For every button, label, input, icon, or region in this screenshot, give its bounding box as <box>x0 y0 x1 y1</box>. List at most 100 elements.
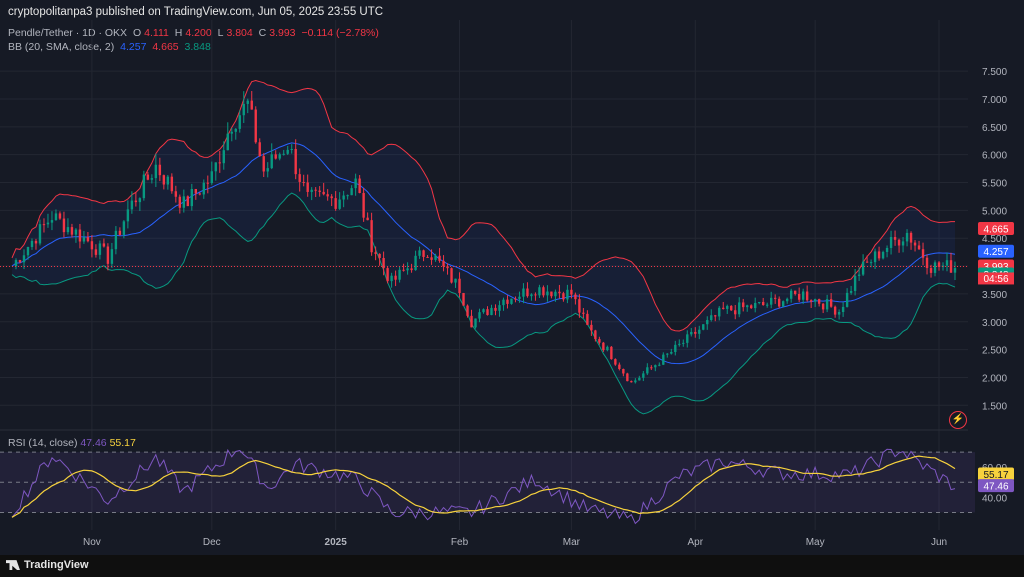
candle-body <box>110 249 114 264</box>
candle-body <box>658 364 661 366</box>
candle-body <box>210 171 213 184</box>
candle-body <box>514 298 517 300</box>
candle-body <box>278 154 281 159</box>
candle-body <box>538 287 541 296</box>
candle-body <box>714 315 717 317</box>
candle-body <box>606 346 609 351</box>
candle-body <box>58 213 62 219</box>
candle-body <box>809 300 813 302</box>
candle-body <box>933 262 937 273</box>
candle-body <box>390 275 393 282</box>
candle-body <box>450 268 453 283</box>
candle-body <box>542 287 545 296</box>
candle-body <box>769 297 773 305</box>
candle-body <box>54 213 58 221</box>
candle-body <box>50 220 54 223</box>
time-tick-label: Mar <box>563 537 581 548</box>
candle-body <box>434 255 437 260</box>
rsi-label[interactable]: RSI (14, close) <box>8 437 78 449</box>
candle-body <box>909 232 913 243</box>
candle-body <box>378 253 381 259</box>
candle-body <box>945 260 949 266</box>
lightning-icon[interactable]: ⚡ <box>949 411 967 429</box>
candle-body <box>726 305 729 309</box>
candle-body <box>182 196 186 208</box>
candle-body <box>290 148 293 150</box>
candle-body <box>234 128 237 132</box>
candle-body <box>422 250 425 257</box>
candle-body <box>642 373 645 378</box>
candle-body <box>582 312 585 314</box>
candle-body <box>14 260 18 267</box>
candle-body <box>773 297 777 299</box>
candle-body <box>829 299 833 307</box>
time-tick-label: Feb <box>451 537 469 548</box>
candle-body <box>146 174 150 180</box>
candle-body <box>678 343 681 345</box>
candle-body <box>170 176 174 192</box>
countdown-label: 04:56 <box>983 274 1008 285</box>
candle-body <box>889 237 893 248</box>
rsi-legend: RSI (14, close) 47.46 55.17 <box>8 437 136 449</box>
candle-body <box>925 257 929 269</box>
publish-header: cryptopolitanpa3 published on TradingVie… <box>8 6 384 18</box>
candle-body <box>805 291 809 301</box>
candle-body <box>566 289 569 300</box>
candle-body <box>414 255 417 271</box>
candle-body <box>374 252 377 254</box>
candle-body <box>710 315 713 321</box>
candle-body <box>454 278 457 283</box>
candle-body <box>674 344 677 352</box>
candle-body <box>102 243 106 247</box>
candle-body <box>298 174 301 182</box>
candle-body <box>785 298 789 302</box>
candle-body <box>953 268 957 273</box>
candle-body <box>766 304 769 306</box>
bb-legend: BB (20, SMA, close, 2) 4.257 4.665 3.848 <box>8 41 214 53</box>
candle-body <box>306 182 309 192</box>
bb-basis-value: 4.257 <box>120 41 147 53</box>
candle-body <box>242 103 245 116</box>
price-chart[interactable]: 7.5007.0006.5006.0005.5005.0004.5004.000… <box>0 0 1024 555</box>
candle-body <box>34 240 38 244</box>
candle-body <box>634 380 637 383</box>
price-tick-label: 6.500 <box>982 123 1007 134</box>
time-tick-label: Dec <box>203 537 221 548</box>
bb-band-fill <box>12 80 955 414</box>
candle-body <box>622 368 625 374</box>
close-value: 3.993 <box>269 27 296 39</box>
candle-body <box>777 298 781 307</box>
rsi-line <box>11 448 956 525</box>
candle-body <box>470 315 473 328</box>
bb-label[interactable]: BB (20, SMA, close, 2) <box>8 41 115 53</box>
candle-body <box>282 153 285 155</box>
candle-body <box>286 149 289 154</box>
candle-body <box>162 175 166 185</box>
candle-body <box>354 178 357 189</box>
rsi-ma-axis-label-bg <box>978 467 1014 481</box>
time-tick-label: 2025 <box>325 537 348 548</box>
countdown-bg <box>978 272 1014 285</box>
symbol-name[interactable]: Pendle/Tether · 1D · OKX <box>8 27 128 39</box>
candle-body <box>122 221 126 235</box>
candle-body <box>893 237 897 240</box>
candle-body <box>518 296 521 299</box>
candle-body <box>218 162 221 164</box>
candle-body <box>274 154 277 159</box>
candle-body <box>630 381 633 383</box>
tradingview-logo[interactable]: TradingView <box>6 559 89 571</box>
bb-lower-line <box>11 192 956 415</box>
candle-body <box>690 331 693 335</box>
candle-body <box>758 301 761 303</box>
candle-body <box>554 291 557 297</box>
candle-body <box>178 196 182 208</box>
candle-body <box>921 249 925 258</box>
bb-basis-price-label: 4.257 <box>983 247 1008 258</box>
candle-body <box>426 256 429 258</box>
candle-body <box>462 292 465 306</box>
candle-body <box>78 229 82 242</box>
candle-body <box>202 182 205 195</box>
candle-body <box>825 299 829 310</box>
rsi-value: 47.46 <box>80 437 107 449</box>
candle-body <box>821 303 825 310</box>
